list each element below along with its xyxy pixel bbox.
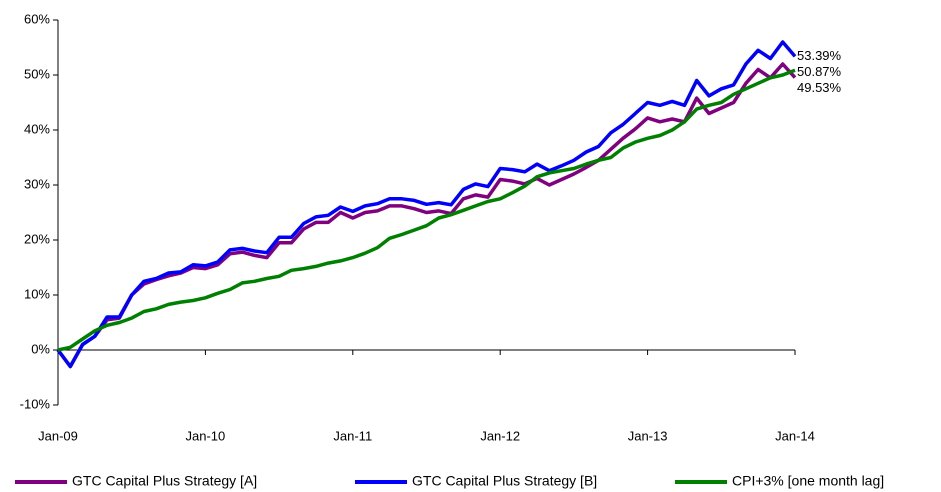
- data-label: 49.53%: [797, 80, 842, 95]
- y-tick-label: 50%: [24, 66, 50, 81]
- legend-label: GTC Capital Plus Strategy [B]: [412, 473, 597, 489]
- data-label: 53.39%: [797, 48, 842, 63]
- y-tick-label: 10%: [24, 286, 50, 301]
- data-label: 50.87%: [797, 64, 842, 79]
- series-line: [56, 62, 797, 369]
- series-line: [56, 40, 797, 369]
- y-tick-label: 20%: [24, 231, 50, 246]
- series-line: [57, 68, 796, 352]
- legend-label: GTC Capital Plus Strategy [A]: [72, 473, 257, 489]
- x-tick-label: Jan-12: [480, 428, 520, 443]
- y-tick-label: 30%: [24, 176, 50, 191]
- x-tick-label: Jan-14: [775, 428, 815, 443]
- x-tick-label: Jan-10: [186, 428, 226, 443]
- y-tick-label: 40%: [24, 121, 50, 136]
- x-tick-label: Jan-13: [628, 428, 668, 443]
- x-tick-label: Jan-09: [38, 428, 78, 443]
- y-tick-label: 0%: [31, 341, 50, 356]
- y-tick-label: -10%: [20, 396, 51, 411]
- legend-label: CPI+3% [one month lag]: [732, 473, 884, 489]
- x-tick-label: Jan-11: [333, 428, 372, 443]
- y-tick-label: 60%: [24, 11, 50, 26]
